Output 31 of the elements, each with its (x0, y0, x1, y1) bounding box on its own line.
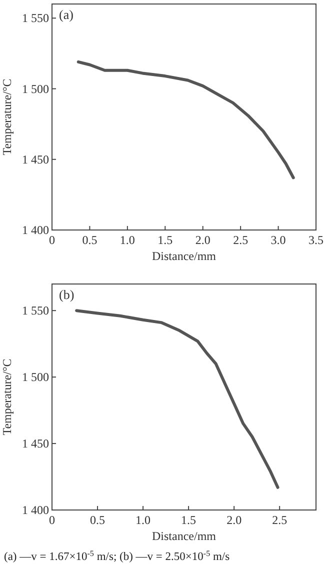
y-tick-label: 1 400 (22, 503, 49, 517)
y-tick-label: 1 500 (22, 370, 49, 384)
x-tick-label: 1.5 (158, 233, 173, 247)
x-tick-label: 1.0 (120, 233, 135, 247)
line-series (75, 309, 280, 489)
x-tick-label: 2.0 (195, 233, 210, 247)
y-tick-label: 1 450 (22, 152, 49, 166)
x-tick-label: 0.5 (82, 233, 98, 247)
x-tick-label: 2.5 (233, 233, 248, 247)
x-tick-label: 1.0 (136, 513, 151, 527)
x-tick-label: 3.5 (308, 233, 324, 247)
x-tick-label: 0 (49, 233, 55, 247)
y-tick-label: 1 450 (22, 436, 49, 451)
y-tick-label: 1 550 (22, 11, 49, 26)
chart-title: (b) (59, 287, 74, 302)
line-series (76, 60, 295, 180)
y-tick-label: 1 400 (22, 223, 49, 237)
chart-title: (a) (59, 7, 74, 22)
text: (a) —v = 1.67×10$^{-5}$ m/s; (b) —v = 2.50×10$^{-5}$ m/s (4, 548, 230, 563)
x-tick-label: 2.0 (226, 513, 242, 527)
x-axis-title: Distance/mm (152, 529, 217, 543)
x-tick-label: 3.0 (270, 233, 286, 247)
y-tick-label: 1 500 (22, 82, 49, 96)
x-tick-label: 0 (49, 513, 55, 527)
x-tick-label: 0.5 (90, 513, 106, 527)
y-axis-title: Temperature/°C (0, 78, 14, 156)
x-tick-label: 2.5 (272, 513, 288, 527)
x-tick-label: 1.5 (181, 513, 196, 527)
y-tick-label: 1 550 (22, 304, 49, 318)
y-axis-title: Temperature/°C (0, 358, 14, 436)
x-axis-title: Distance/mm (152, 249, 217, 263)
